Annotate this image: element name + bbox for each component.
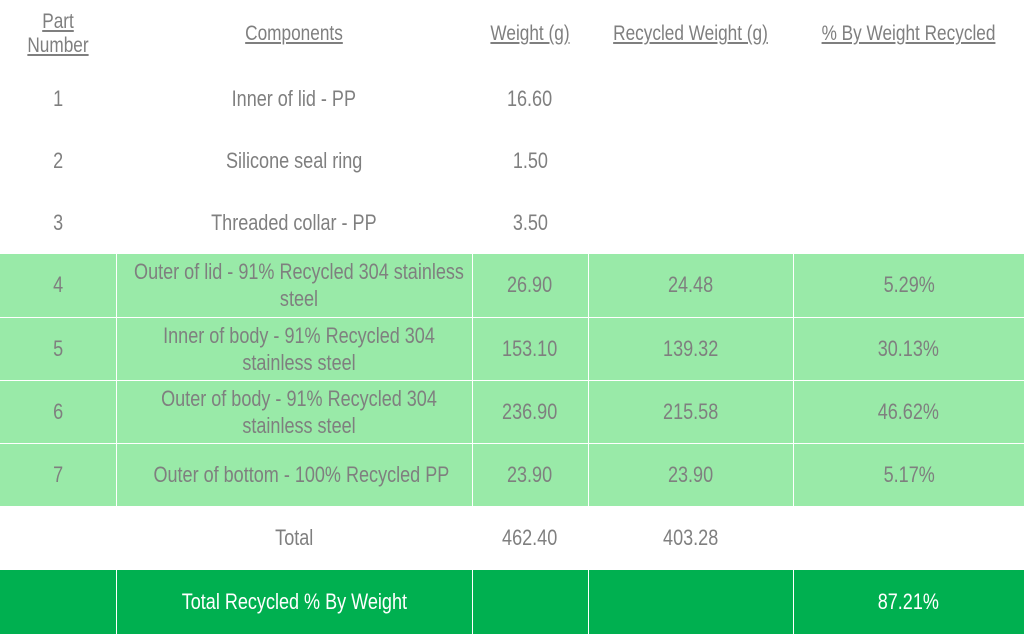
final-percent-cell: 87.21% [792,570,1024,634]
component-cell: Outer of lid - 91% Recycled 304 stainles… [115,254,472,317]
total-label: Total [274,525,314,550]
recycled-weight-cell [588,68,793,130]
weight-value: 23.90 [507,461,553,487]
total-empty-cell [793,506,1024,570]
component-cell: Outer of bottom - 100% Recycled PP [115,442,472,506]
component-cell: Silicone seal ring [116,130,472,192]
percent-cell [793,192,1024,254]
component-name: Outer of bottom - 100% Recycled PP [152,461,449,487]
part-number-cell: 1 [0,68,116,130]
weight-value: 26.90 [507,272,553,298]
part-number: 5 [52,335,63,361]
component-cell: Outer of body - 91% Recycled 304 stainle… [115,379,472,443]
recycled-weight-cell: 24.48 [587,254,793,317]
part-number-cell: 2 [0,130,116,192]
header-weight: Weight (g) [490,22,570,45]
component-cell: Inner of lid - PP [116,68,472,130]
total-row: Total 462.40 403.28 [0,506,1024,570]
weight-value: 1.50 [512,148,548,173]
total-weight: 462.40 [502,525,558,550]
component-name: Threaded collar - PP [211,210,377,235]
table-row-highlighted: 4 Outer of lid - 91% Recycled 304 stainl… [0,254,1024,317]
percent-value: 46.62% [878,398,940,424]
recycled-weight-cell [588,192,793,254]
component-name: Inner of body - 91% Recycled 304 stainle… [162,322,435,375]
part-number: 6 [52,398,63,424]
percent-cell: 46.62% [792,379,1024,443]
table-row: 1 Inner of lid - PP 16.60 [0,68,1024,130]
part-number-cell: 6 [0,379,116,443]
table-row-highlighted: 5 Inner of body - 91% Recycled 304 stain… [0,316,1024,380]
total-label-cell: Total [116,506,472,570]
percent-value: 30.13% [878,335,940,361]
recycled-weight-value: 139.32 [662,335,719,361]
final-total-row: Total Recycled % By Weight 87.21% [0,570,1024,634]
component-name: Inner of lid - PP [231,86,357,111]
header-part-number: Part Number [27,10,89,57]
weight-cell: 236.90 [471,379,588,443]
table-row: 2 Silicone seal ring 1.50 [0,130,1024,192]
part-number-cell: 3 [0,192,116,254]
part-number-cell: 4 [0,254,116,317]
percent-value: 5.29% [883,272,935,298]
part-number-cell: 7 [0,442,116,506]
final-empty-cell [0,570,116,634]
part-number: 7 [52,461,63,487]
recycled-weight-value: 23.90 [667,461,714,487]
recycled-weight-cell [588,130,793,192]
final-total-label: Total Recycled % By Weight [181,589,407,614]
final-empty-cell [471,570,588,634]
part-number: 4 [52,272,63,298]
final-label-cell: Total Recycled % By Weight [115,570,472,634]
weight-value: 3.50 [512,210,548,235]
percent-cell [793,68,1024,130]
header-row: Part Number Components Weight (g) Recycl… [0,0,1024,68]
total-recycled-weight: 403.28 [662,525,719,550]
percent-cell [793,130,1024,192]
table-row: 3 Threaded collar - PP 3.50 [0,192,1024,254]
percent-cell: 5.17% [792,442,1024,506]
percent-cell: 5.29% [792,254,1024,317]
component-cell: Threaded collar - PP [116,192,472,254]
weight-value: 153.10 [502,335,558,361]
percent-value: 5.17% [883,461,935,487]
part-number: 2 [52,148,64,173]
final-empty-cell [587,570,793,634]
weight-value: 236.90 [502,398,558,424]
weight-cell: 153.10 [471,316,588,380]
header-percent-recycled: % By Weight Recycled [821,22,996,45]
percent-cell: 30.13% [792,316,1024,380]
component-name: Outer of lid - 91% Recycled 304 stainles… [133,259,464,312]
total-weight-cell: 462.40 [472,506,588,570]
header-recycled-weight: Recycled Weight (g) [613,22,768,45]
table-row-highlighted: 7 Outer of bottom - 100% Recycled PP 23.… [0,442,1024,506]
header-components: Components [245,22,343,45]
weight-cell: 1.50 [472,130,588,192]
recycled-weight-value: 24.48 [667,272,714,298]
total-empty-cell [0,506,116,570]
part-number-cell: 5 [0,316,116,380]
recycled-weight-value: 215.58 [662,398,719,424]
weight-value: 16.60 [507,86,553,111]
component-cell: Inner of body - 91% Recycled 304 stainle… [115,316,472,380]
recycled-weight-cell: 139.32 [587,316,793,380]
table-row-highlighted: 6 Outer of body - 91% Recycled 304 stain… [0,379,1024,443]
weight-cell: 16.60 [472,68,588,130]
component-name: Silicone seal ring [225,148,363,173]
part-number: 3 [52,210,64,235]
weight-cell: 23.90 [471,442,588,506]
total-recycled-weight-cell: 403.28 [588,506,793,570]
final-total-percent: 87.21% [878,589,940,614]
recycled-weight-cell: 23.90 [587,442,793,506]
recycled-weight-cell: 215.58 [587,379,793,443]
component-name: Outer of body - 91% Recycled 304 stainle… [160,385,437,438]
part-number: 1 [52,86,64,111]
weight-cell: 26.90 [471,254,588,317]
weight-cell: 3.50 [472,192,588,254]
